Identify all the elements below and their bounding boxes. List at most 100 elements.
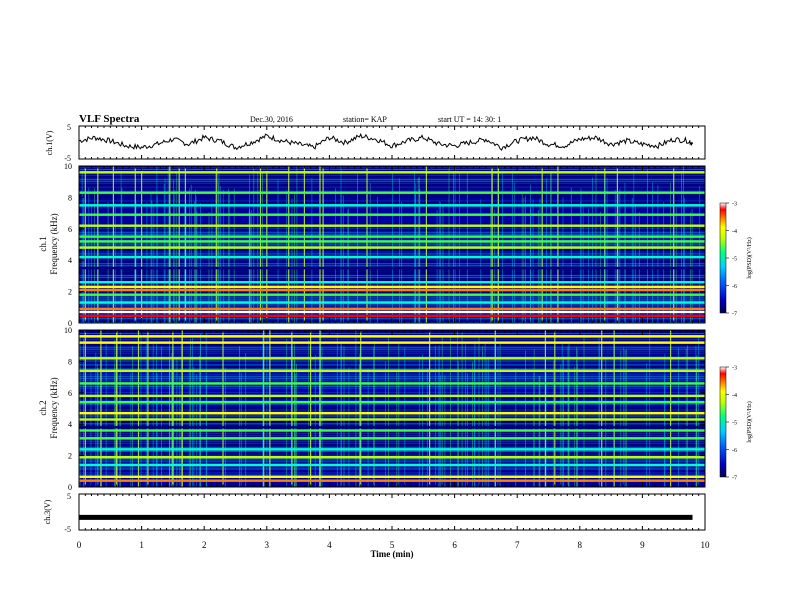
noise-row bbox=[79, 348, 705, 350]
noise-row bbox=[79, 206, 705, 208]
x-tick-label: 6 bbox=[452, 540, 457, 550]
noise-row bbox=[79, 421, 705, 423]
noise-row bbox=[79, 284, 705, 286]
noise-row bbox=[79, 431, 705, 433]
colorbar-tick-label: -5 bbox=[732, 421, 737, 427]
noise-row bbox=[79, 227, 705, 229]
colorbar-tick-label: -5 bbox=[732, 257, 737, 263]
y-tick-label: 8 bbox=[68, 193, 72, 202]
noise-row bbox=[79, 269, 705, 271]
noise-row bbox=[79, 178, 705, 180]
noise-row bbox=[79, 188, 705, 190]
noise-row bbox=[79, 182, 705, 184]
x-tick-label: 8 bbox=[578, 540, 583, 550]
ch1-spectrogram-panel: 0 2 4 6 8 10 ch.1 Frequency (kHz) bbox=[38, 162, 706, 328]
frequency-band bbox=[79, 335, 705, 338]
ch1-waveform-panel: 5 -5 ch.1(V) bbox=[45, 123, 706, 163]
noise-row bbox=[79, 300, 705, 302]
x-tick-label: 10 bbox=[701, 540, 711, 550]
time-axis: 0 1 2 3 4 5 6 7 8 9 10 bbox=[77, 540, 710, 550]
noise-row bbox=[79, 423, 705, 425]
noise-row bbox=[79, 446, 705, 448]
frequency-band bbox=[79, 246, 705, 249]
noise-row bbox=[79, 273, 705, 275]
noise-row bbox=[79, 352, 705, 354]
header-start-time: start UT = 14: 30: 1 bbox=[438, 115, 501, 124]
frequency-band bbox=[79, 171, 705, 174]
noise-row bbox=[79, 435, 705, 437]
y-tick-label: 0 bbox=[68, 319, 72, 328]
x-tick-label: 4 bbox=[327, 540, 332, 550]
noise-row bbox=[79, 354, 705, 356]
header-date: Dec.30, 2016 bbox=[250, 115, 293, 124]
noise-row bbox=[79, 304, 705, 306]
ch2-colorbar-label: log(PSD)(V²/Hz) bbox=[746, 401, 753, 442]
noise-row bbox=[79, 198, 705, 200]
frequency-band bbox=[79, 456, 705, 459]
colorbar-tick-label: -4 bbox=[732, 229, 737, 235]
noise-row bbox=[79, 362, 705, 364]
frequency-band bbox=[79, 281, 705, 284]
noise-row bbox=[79, 220, 705, 222]
noise-row bbox=[79, 200, 705, 202]
frequency-band bbox=[79, 285, 705, 289]
noise-row bbox=[79, 278, 705, 280]
noise-row bbox=[79, 176, 705, 178]
ch2-colorbar: -3 -4 -5 -6 -7 log(PSD)(V²/Hz) bbox=[719, 366, 753, 482]
noise-row bbox=[79, 409, 705, 411]
frequency-band bbox=[79, 191, 705, 194]
y-tick-label: 2 bbox=[68, 452, 72, 461]
frequency-band bbox=[79, 479, 705, 482]
noise-row bbox=[79, 221, 705, 224]
noise-row bbox=[79, 450, 705, 452]
noise-row bbox=[79, 417, 705, 419]
ch1-spectrogram-ylabel-channel: ch.1 bbox=[38, 236, 48, 251]
noise-row bbox=[79, 393, 705, 395]
noise-row bbox=[79, 174, 705, 176]
x-tick-label: 3 bbox=[265, 540, 270, 550]
noise-row bbox=[79, 274, 705, 277]
noise-row bbox=[79, 202, 705, 204]
noise-row bbox=[79, 391, 705, 393]
noise-row bbox=[79, 466, 705, 468]
noise-row bbox=[79, 478, 705, 480]
noise-row bbox=[79, 442, 705, 444]
noise-row bbox=[79, 440, 705, 443]
noise-row bbox=[79, 212, 705, 214]
noise-row bbox=[79, 360, 705, 362]
figure-title: VLF Spectra bbox=[79, 113, 140, 125]
colorbar-tick-label: -4 bbox=[732, 393, 737, 399]
noise-row bbox=[79, 194, 705, 196]
noise-row bbox=[79, 344, 705, 346]
frequency-band bbox=[79, 235, 705, 238]
ch1-spectrogram-ylabel: Frequency (kHz) bbox=[49, 213, 59, 274]
noise-row bbox=[79, 249, 705, 251]
y-tick-label: 6 bbox=[68, 225, 72, 234]
noise-row bbox=[79, 364, 705, 366]
noise-row bbox=[79, 374, 705, 376]
noise-row bbox=[79, 415, 705, 417]
noise-row bbox=[79, 462, 705, 464]
noise-row bbox=[79, 444, 705, 446]
noise-row bbox=[79, 253, 705, 255]
noise-row bbox=[79, 196, 705, 198]
noise-row bbox=[79, 306, 705, 308]
ch1-y-tick-top: 5 bbox=[67, 123, 71, 132]
ch3-y-tick-bottom: -5 bbox=[64, 525, 71, 534]
noise-row bbox=[79, 366, 705, 368]
y-tick-label: 10 bbox=[64, 326, 72, 335]
ch1-colorbar-scale bbox=[719, 202, 727, 314]
y-tick-label: 0 bbox=[68, 483, 72, 492]
ch3-waveform-frame bbox=[78, 493, 706, 531]
frequency-band bbox=[79, 394, 705, 398]
noise-row bbox=[79, 372, 705, 374]
frequency-band bbox=[79, 429, 705, 432]
noise-row bbox=[79, 378, 705, 380]
noise-row bbox=[79, 385, 705, 388]
frequency-band bbox=[79, 463, 705, 467]
noise-row bbox=[79, 407, 705, 409]
time-axis-label: Time (min) bbox=[370, 549, 413, 559]
frequency-band bbox=[79, 426, 705, 429]
ch2-spectrogram-ylabel-channel: ch.2 bbox=[38, 400, 48, 415]
noise-row bbox=[79, 231, 705, 233]
